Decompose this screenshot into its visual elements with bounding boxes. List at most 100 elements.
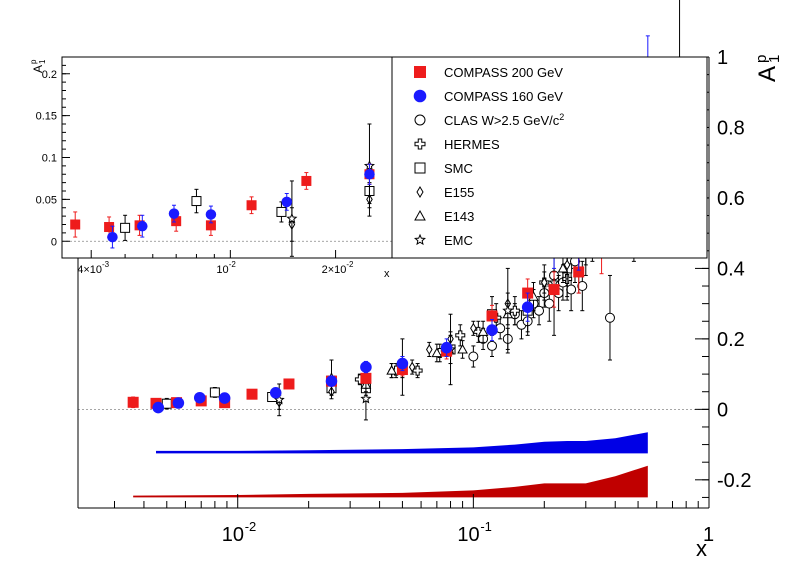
cross-marker — [455, 330, 466, 341]
inset-y-tick-label: 0.15 — [36, 111, 57, 123]
inset-axes: 00.050.10.150.24×10 -3 10 -2 2×10 -2 — [36, 64, 354, 276]
data-point-circle-filled — [521, 301, 534, 313]
square-marker — [283, 378, 295, 390]
data-point-circle-filled — [137, 220, 148, 232]
legend-entry-label: E155 — [444, 185, 474, 200]
data-point-circle-open — [468, 351, 479, 362]
data-point-square-filled — [414, 66, 426, 78]
circle-marker — [325, 375, 338, 387]
y-tick-label: 0 — [717, 399, 728, 421]
square-marker — [205, 220, 216, 231]
data-point-circle-filled — [325, 375, 338, 387]
data-point-circle-filled — [269, 387, 282, 399]
data-point-circle-open — [566, 284, 577, 295]
circle-marker — [577, 281, 588, 292]
legend-entry-label: COMPASS 200 GeV — [444, 65, 563, 80]
data-point-diamond-open — [408, 361, 416, 373]
legend-entry-superscript: 2 — [559, 112, 564, 122]
x-tick-label: 10 — [222, 524, 244, 546]
triangle-marker — [557, 262, 569, 273]
data-point-star-open — [502, 304, 514, 316]
data-point-triangle-open — [386, 365, 397, 375]
square-marker — [360, 372, 372, 384]
circle-marker — [107, 231, 118, 243]
x-axis-label: x — [696, 536, 707, 561]
data-point-circle-open — [604, 312, 615, 323]
square-marker — [276, 206, 287, 217]
triangle-marker — [477, 326, 489, 336]
circle-marker — [137, 220, 148, 232]
data-point-square-filled — [246, 200, 257, 211]
diamond-marker — [408, 361, 416, 373]
data-point-triangle-open — [431, 347, 443, 358]
data-point-star-open — [360, 392, 372, 404]
diamond-marker — [541, 277, 548, 288]
circle-marker — [566, 284, 577, 295]
data-point-star-open — [414, 233, 426, 246]
data-point-circle-filled — [360, 361, 372, 373]
inset-x-tick-label-exponent: -2 — [229, 260, 237, 269]
y-tick-label: 0.4 — [717, 258, 745, 280]
square-marker — [246, 200, 257, 211]
systematic-bands — [133, 432, 648, 498]
inset-x-tick-label: 4×10 — [77, 264, 102, 276]
data-point-diamond-open — [416, 186, 424, 198]
data-point-cross-open — [414, 138, 426, 150]
data-point-circle-filled — [281, 196, 293, 208]
legend-entry-label: COMPASS 160 GeV — [444, 89, 563, 104]
data-point-circle-filled — [440, 341, 453, 354]
data-point-cross-open — [455, 330, 466, 341]
data-point-square-filled — [573, 266, 585, 278]
circle-marker — [413, 89, 427, 103]
square-marker — [191, 196, 202, 207]
circle-marker — [360, 361, 372, 373]
legend-entries: COMPASS 200 GeV COMPASS 160 GeV CLAS W>2.5… — [413, 65, 564, 248]
data-point-circle-filled — [364, 169, 375, 180]
legend: COMPASS 200 GeV COMPASS 160 GeV CLAS W>2.5… — [391, 56, 708, 259]
circle-marker — [534, 305, 545, 316]
y-tick-label: 1 — [717, 47, 728, 69]
x-tick-label-exponent: -1 — [480, 519, 492, 534]
circle-marker — [396, 357, 409, 370]
data-point-diamond-open — [470, 322, 477, 334]
data-point-square-filled — [360, 372, 372, 384]
legend-entry-label: CLAS W>2.5 GeV/c2 — [444, 112, 564, 128]
data-point-circle-filled — [218, 392, 231, 404]
data-point-square-open — [414, 162, 426, 174]
circle-marker — [218, 392, 231, 404]
systematic-band — [133, 465, 648, 498]
inset-y-tick-label: 0.05 — [36, 194, 57, 206]
square-marker — [127, 396, 139, 408]
data-point-square-open — [191, 196, 202, 207]
data-point-triangle-open — [477, 326, 489, 336]
data-point-circle-filled — [107, 231, 118, 243]
inset-x-tick-label: 2×10 — [322, 264, 347, 276]
circle-marker — [152, 401, 165, 414]
square-marker — [548, 284, 560, 296]
circle-marker — [487, 340, 498, 351]
inset-y-tick-label: 0.2 — [42, 69, 57, 81]
star-marker — [360, 392, 372, 404]
data-point-star-open — [286, 212, 298, 224]
square-marker — [209, 387, 220, 398]
square-marker — [486, 310, 498, 322]
legend-entry-label: E143 — [444, 209, 474, 224]
data-point-circle-open — [414, 114, 426, 126]
inset-panel: 00.050.10.150.24×10 -3 10 -2 2×10 -2 A p 1 x — [29, 56, 393, 280]
data-point-square-filled — [127, 396, 139, 408]
square-marker — [120, 222, 131, 233]
circle-marker — [440, 341, 453, 354]
y-axis-label: A — [754, 66, 781, 82]
data-point-triangle-open — [557, 262, 569, 273]
y-axis-label-subscript: 1 — [766, 55, 783, 63]
circle-marker — [205, 209, 217, 220]
data-point-circle-filled — [396, 357, 409, 370]
legend-box — [391, 56, 708, 259]
inset-y-axis-label-superscript: p — [29, 59, 38, 64]
data-point-square-filled — [301, 175, 312, 186]
data-point-square-filled — [283, 378, 295, 390]
square-marker — [104, 222, 115, 233]
inset-x-tick-label-exponent: -2 — [346, 260, 354, 269]
